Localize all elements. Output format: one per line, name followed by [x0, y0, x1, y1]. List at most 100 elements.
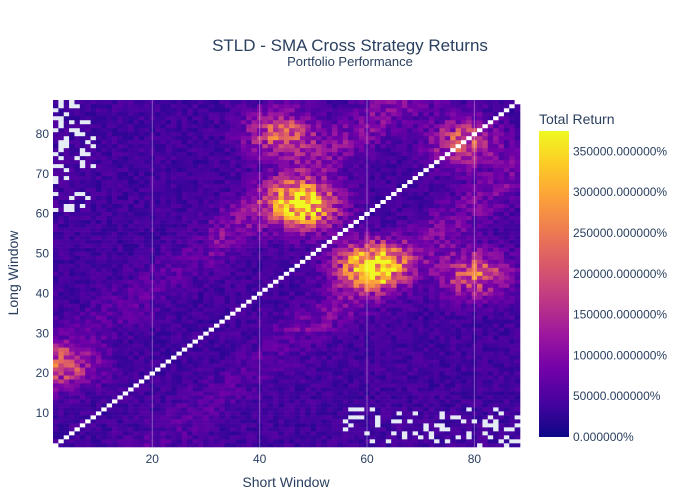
heatmap-cell[interactable]	[192, 379, 199, 384]
heatmap-cell[interactable]	[79, 151, 86, 157]
heatmap-cell[interactable]	[267, 375, 274, 380]
heatmap-cell[interactable]	[63, 271, 70, 276]
heatmap-cell[interactable]	[101, 331, 107, 336]
heatmap-cell[interactable]	[58, 115, 65, 121]
heatmap-cell[interactable]	[299, 443, 306, 448]
heatmap-cell[interactable]	[348, 247, 354, 252]
heatmap-cell[interactable]	[267, 100, 274, 105]
heatmap-cell[interactable]	[310, 183, 317, 189]
heatmap-cell[interactable]	[240, 139, 247, 145]
heatmap-cell[interactable]	[262, 199, 269, 204]
heatmap-cell[interactable]	[278, 299, 285, 304]
heatmap-cell[interactable]	[256, 175, 263, 181]
heatmap-cell[interactable]	[112, 191, 118, 197]
heatmap-cell[interactable]	[192, 107, 199, 113]
heatmap-cell[interactable]	[219, 351, 226, 356]
heatmap-cell[interactable]	[160, 100, 167, 105]
heatmap-cell[interactable]	[69, 103, 75, 109]
heatmap-cell[interactable]	[214, 371, 220, 376]
heatmap-cell[interactable]	[203, 203, 209, 208]
heatmap-cell[interactable]	[181, 319, 188, 324]
heatmap-cell[interactable]	[149, 427, 156, 432]
heatmap-cell[interactable]	[326, 239, 333, 244]
heatmap-cell[interactable]	[208, 223, 215, 228]
heatmap-cell[interactable]	[256, 251, 263, 256]
heatmap-cell[interactable]	[165, 371, 172, 376]
heatmap-cell[interactable]	[101, 195, 107, 201]
heatmap-cell[interactable]	[197, 231, 204, 236]
heatmap-cell[interactable]	[326, 227, 333, 232]
heatmap-cell[interactable]	[262, 283, 269, 288]
heatmap-cell[interactable]	[117, 199, 124, 204]
heatmap-cell[interactable]	[289, 307, 295, 312]
heatmap-cell[interactable]	[321, 147, 328, 153]
heatmap-cell[interactable]	[181, 339, 188, 344]
heatmap-cell[interactable]	[224, 223, 231, 228]
heatmap-cell[interactable]	[69, 407, 75, 412]
heatmap-cell[interactable]	[273, 211, 279, 216]
heatmap-cell[interactable]	[262, 187, 269, 193]
heatmap-cell[interactable]	[342, 427, 349, 432]
heatmap-cell[interactable]	[348, 259, 354, 264]
heatmap-cell[interactable]	[85, 139, 91, 145]
heatmap-cell[interactable]	[353, 347, 360, 352]
heatmap-cell[interactable]	[128, 111, 134, 117]
heatmap-cell[interactable]	[149, 371, 156, 376]
heatmap-cell[interactable]	[122, 123, 129, 129]
heatmap-cell[interactable]	[326, 179, 333, 185]
heatmap-cell[interactable]	[53, 323, 59, 328]
heatmap-cell[interactable]	[240, 343, 247, 348]
heatmap-cell[interactable]	[224, 427, 231, 432]
heatmap-cell[interactable]	[101, 263, 107, 268]
heatmap-cell[interactable]	[321, 415, 328, 420]
heatmap-cell[interactable]	[63, 175, 70, 181]
heatmap-cell[interactable]	[192, 100, 199, 105]
heatmap-cell[interactable]	[230, 143, 236, 149]
heatmap-cell[interactable]	[256, 331, 263, 336]
heatmap-cell[interactable]	[353, 323, 360, 328]
heatmap-cell[interactable]	[192, 115, 199, 121]
heatmap-cell[interactable]	[106, 291, 113, 296]
heatmap-cell[interactable]	[294, 203, 301, 208]
heatmap-cell[interactable]	[214, 231, 220, 236]
heatmap-cell[interactable]	[321, 131, 328, 137]
heatmap-cell[interactable]	[138, 435, 145, 440]
heatmap-cell[interactable]	[187, 327, 193, 332]
heatmap-cell[interactable]	[246, 131, 252, 137]
heatmap-cell[interactable]	[128, 419, 134, 424]
heatmap-cell[interactable]	[117, 175, 124, 181]
heatmap-cell[interactable]	[63, 171, 70, 177]
heatmap-cell[interactable]	[283, 403, 290, 408]
heatmap-cell[interactable]	[326, 100, 333, 105]
heatmap-cell[interactable]	[138, 439, 145, 444]
heatmap-cell[interactable]	[332, 271, 338, 276]
heatmap-cell[interactable]	[133, 435, 140, 440]
heatmap-cell[interactable]	[160, 179, 167, 185]
heatmap-cell[interactable]	[176, 195, 183, 201]
heatmap-cell[interactable]	[138, 207, 145, 212]
heatmap-cell[interactable]	[224, 115, 231, 121]
heatmap-cell[interactable]	[337, 427, 344, 432]
heatmap-cell[interactable]	[224, 395, 231, 400]
heatmap-cell[interactable]	[160, 355, 167, 360]
heatmap-cell[interactable]	[224, 351, 231, 356]
heatmap-cell[interactable]	[90, 255, 97, 260]
heatmap-cell[interactable]	[95, 243, 102, 248]
heatmap-cell[interactable]	[133, 123, 140, 129]
heatmap-cell[interactable]	[310, 375, 317, 380]
heatmap-cell[interactable]	[133, 295, 140, 300]
heatmap-cell[interactable]	[235, 367, 242, 372]
heatmap-cell[interactable]	[310, 231, 317, 236]
heatmap-cell[interactable]	[203, 135, 209, 141]
heatmap-cell[interactable]	[181, 387, 188, 392]
heatmap-cell[interactable]	[240, 143, 247, 149]
heatmap-cell[interactable]	[95, 235, 102, 240]
heatmap-cell[interactable]	[187, 331, 193, 336]
heatmap-cell[interactable]	[79, 351, 86, 356]
heatmap-cell[interactable]	[289, 155, 295, 161]
heatmap-cell[interactable]	[305, 335, 311, 340]
heatmap-cell[interactable]	[85, 267, 91, 272]
heatmap-cell[interactable]	[294, 279, 301, 284]
heatmap-cell[interactable]	[192, 303, 199, 308]
heatmap-cell[interactable]	[219, 111, 226, 117]
